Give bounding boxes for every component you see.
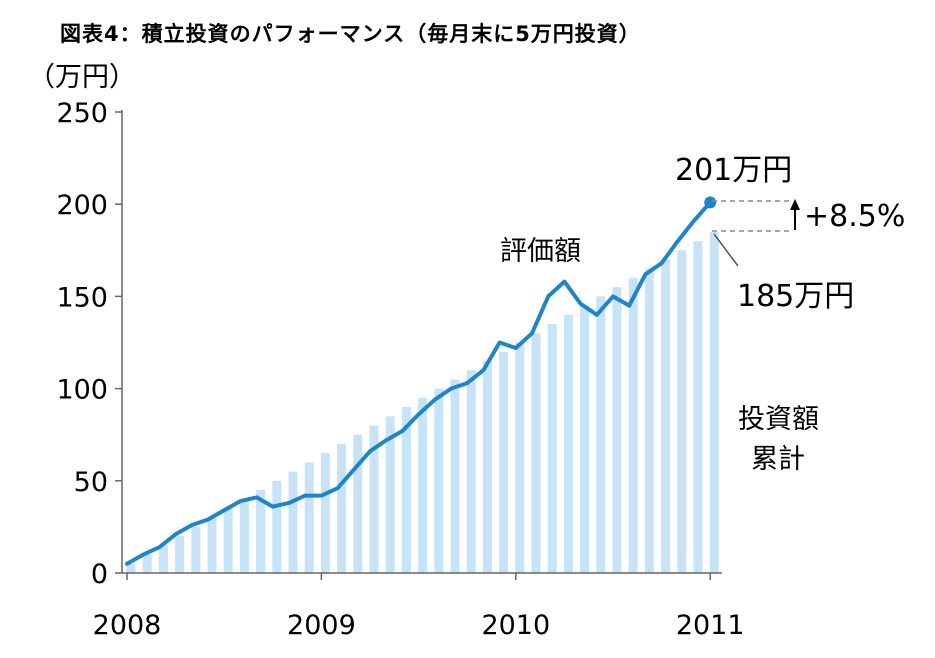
bar — [628, 278, 638, 573]
bar — [288, 471, 298, 573]
bar — [369, 425, 379, 573]
bar — [450, 379, 460, 573]
bar — [499, 351, 509, 573]
bar — [320, 453, 330, 573]
chart-title: 図表4：積立投資のパフォーマンス（毎月末に5万円投資） — [60, 22, 641, 46]
bar — [515, 342, 525, 573]
x-tick-label: 2008 — [93, 610, 162, 641]
y-tick-label: 200 — [56, 190, 108, 221]
end-value-label: 201万円 — [675, 153, 792, 188]
bar — [304, 462, 314, 573]
bar — [482, 360, 492, 573]
bar — [677, 250, 687, 574]
y-tick-label: 100 — [56, 375, 108, 406]
bar — [661, 259, 671, 573]
bar — [612, 287, 622, 573]
gain-label: +8.5% — [804, 199, 905, 234]
bar — [239, 499, 249, 573]
y-tick-label: 0 — [91, 559, 108, 590]
x-ticks: 2008 2009 2010 2011 — [93, 573, 745, 641]
bar — [353, 434, 363, 573]
bar — [223, 508, 233, 573]
bar — [337, 443, 347, 573]
bar — [272, 480, 282, 573]
bar — [142, 554, 152, 573]
bar — [418, 397, 428, 573]
x-tick-label: 2011 — [676, 610, 745, 641]
bar — [207, 517, 217, 573]
leader-line-185 — [713, 233, 739, 267]
bar — [466, 370, 476, 573]
annotations: 201万円 +8.5% 185万円 評価額 投資額 累計 — [500, 153, 905, 475]
bar — [401, 407, 411, 573]
bar — [385, 416, 395, 573]
bar — [126, 563, 136, 573]
gain-arrowhead-icon — [790, 199, 800, 210]
bar — [547, 324, 557, 573]
y-ticks: 0 50 100 150 200 250 — [56, 98, 122, 590]
end-invested-label: 185万円 — [737, 279, 854, 314]
bar — [693, 241, 703, 573]
y-axis-label: （万円） — [28, 62, 136, 93]
y-tick-label: 250 — [56, 98, 108, 129]
bar — [709, 231, 719, 573]
bar — [596, 296, 606, 573]
bar — [175, 536, 185, 573]
bar-series-invested — [126, 231, 719, 574]
bar — [580, 305, 590, 573]
y-tick-label: 50 — [74, 467, 108, 498]
end-value-dot — [704, 196, 717, 209]
bar — [644, 268, 654, 573]
bar — [158, 545, 168, 573]
line-series-value — [125, 200, 713, 566]
x-tick-label: 2010 — [481, 610, 550, 641]
bar — [563, 314, 573, 573]
bar-series-label-line1: 投資額 — [738, 404, 819, 435]
y-tick-label: 150 — [56, 282, 108, 313]
bar-series-label-line2: 累計 — [751, 444, 805, 475]
x-tick-label: 2009 — [287, 610, 356, 641]
bar — [531, 333, 541, 573]
bar — [191, 526, 201, 573]
bar — [434, 388, 444, 573]
bar — [256, 490, 266, 573]
line-series-label: 評価額 — [500, 236, 581, 267]
chart-axes — [121, 110, 722, 574]
